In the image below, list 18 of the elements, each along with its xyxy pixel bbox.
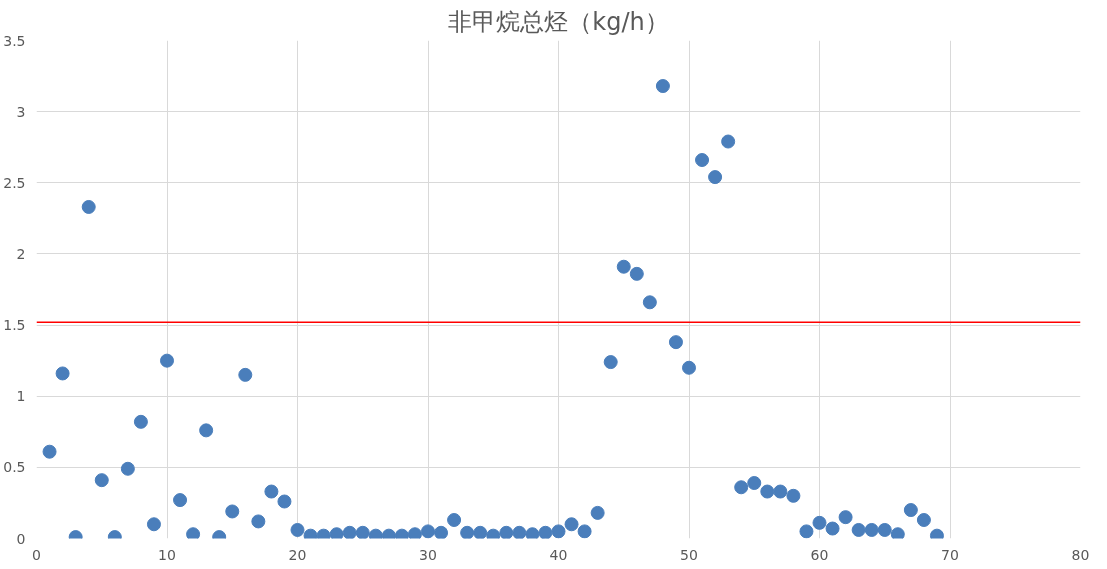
y-tick-label: 2 (16, 245, 26, 262)
x-tick-label: 30 (419, 546, 437, 563)
x-tick-label: 20 (288, 546, 307, 563)
x-tick-label: 70 (941, 546, 959, 563)
x-tick-label: 50 (680, 546, 698, 563)
x-tick-label: 60 (810, 546, 829, 563)
x-tick-label: 40 (549, 546, 568, 563)
y-tick-label: 1 (16, 388, 26, 405)
x-tick-label: 80 (1071, 546, 1090, 563)
x-tick-label: 0 (32, 546, 41, 563)
y-tick-label: 0.5 (3, 459, 26, 476)
y-tick-label: 2.5 (3, 174, 26, 191)
y-tick-label: 0 (16, 530, 26, 547)
chart-title: 非甲烷总烃（kg/h） (448, 7, 669, 36)
x-tick-label: 10 (158, 546, 176, 563)
y-tick-label: 1.5 (3, 317, 26, 334)
y-tick-label: 3 (16, 103, 26, 120)
y-tick-label: 3.5 (3, 32, 26, 49)
